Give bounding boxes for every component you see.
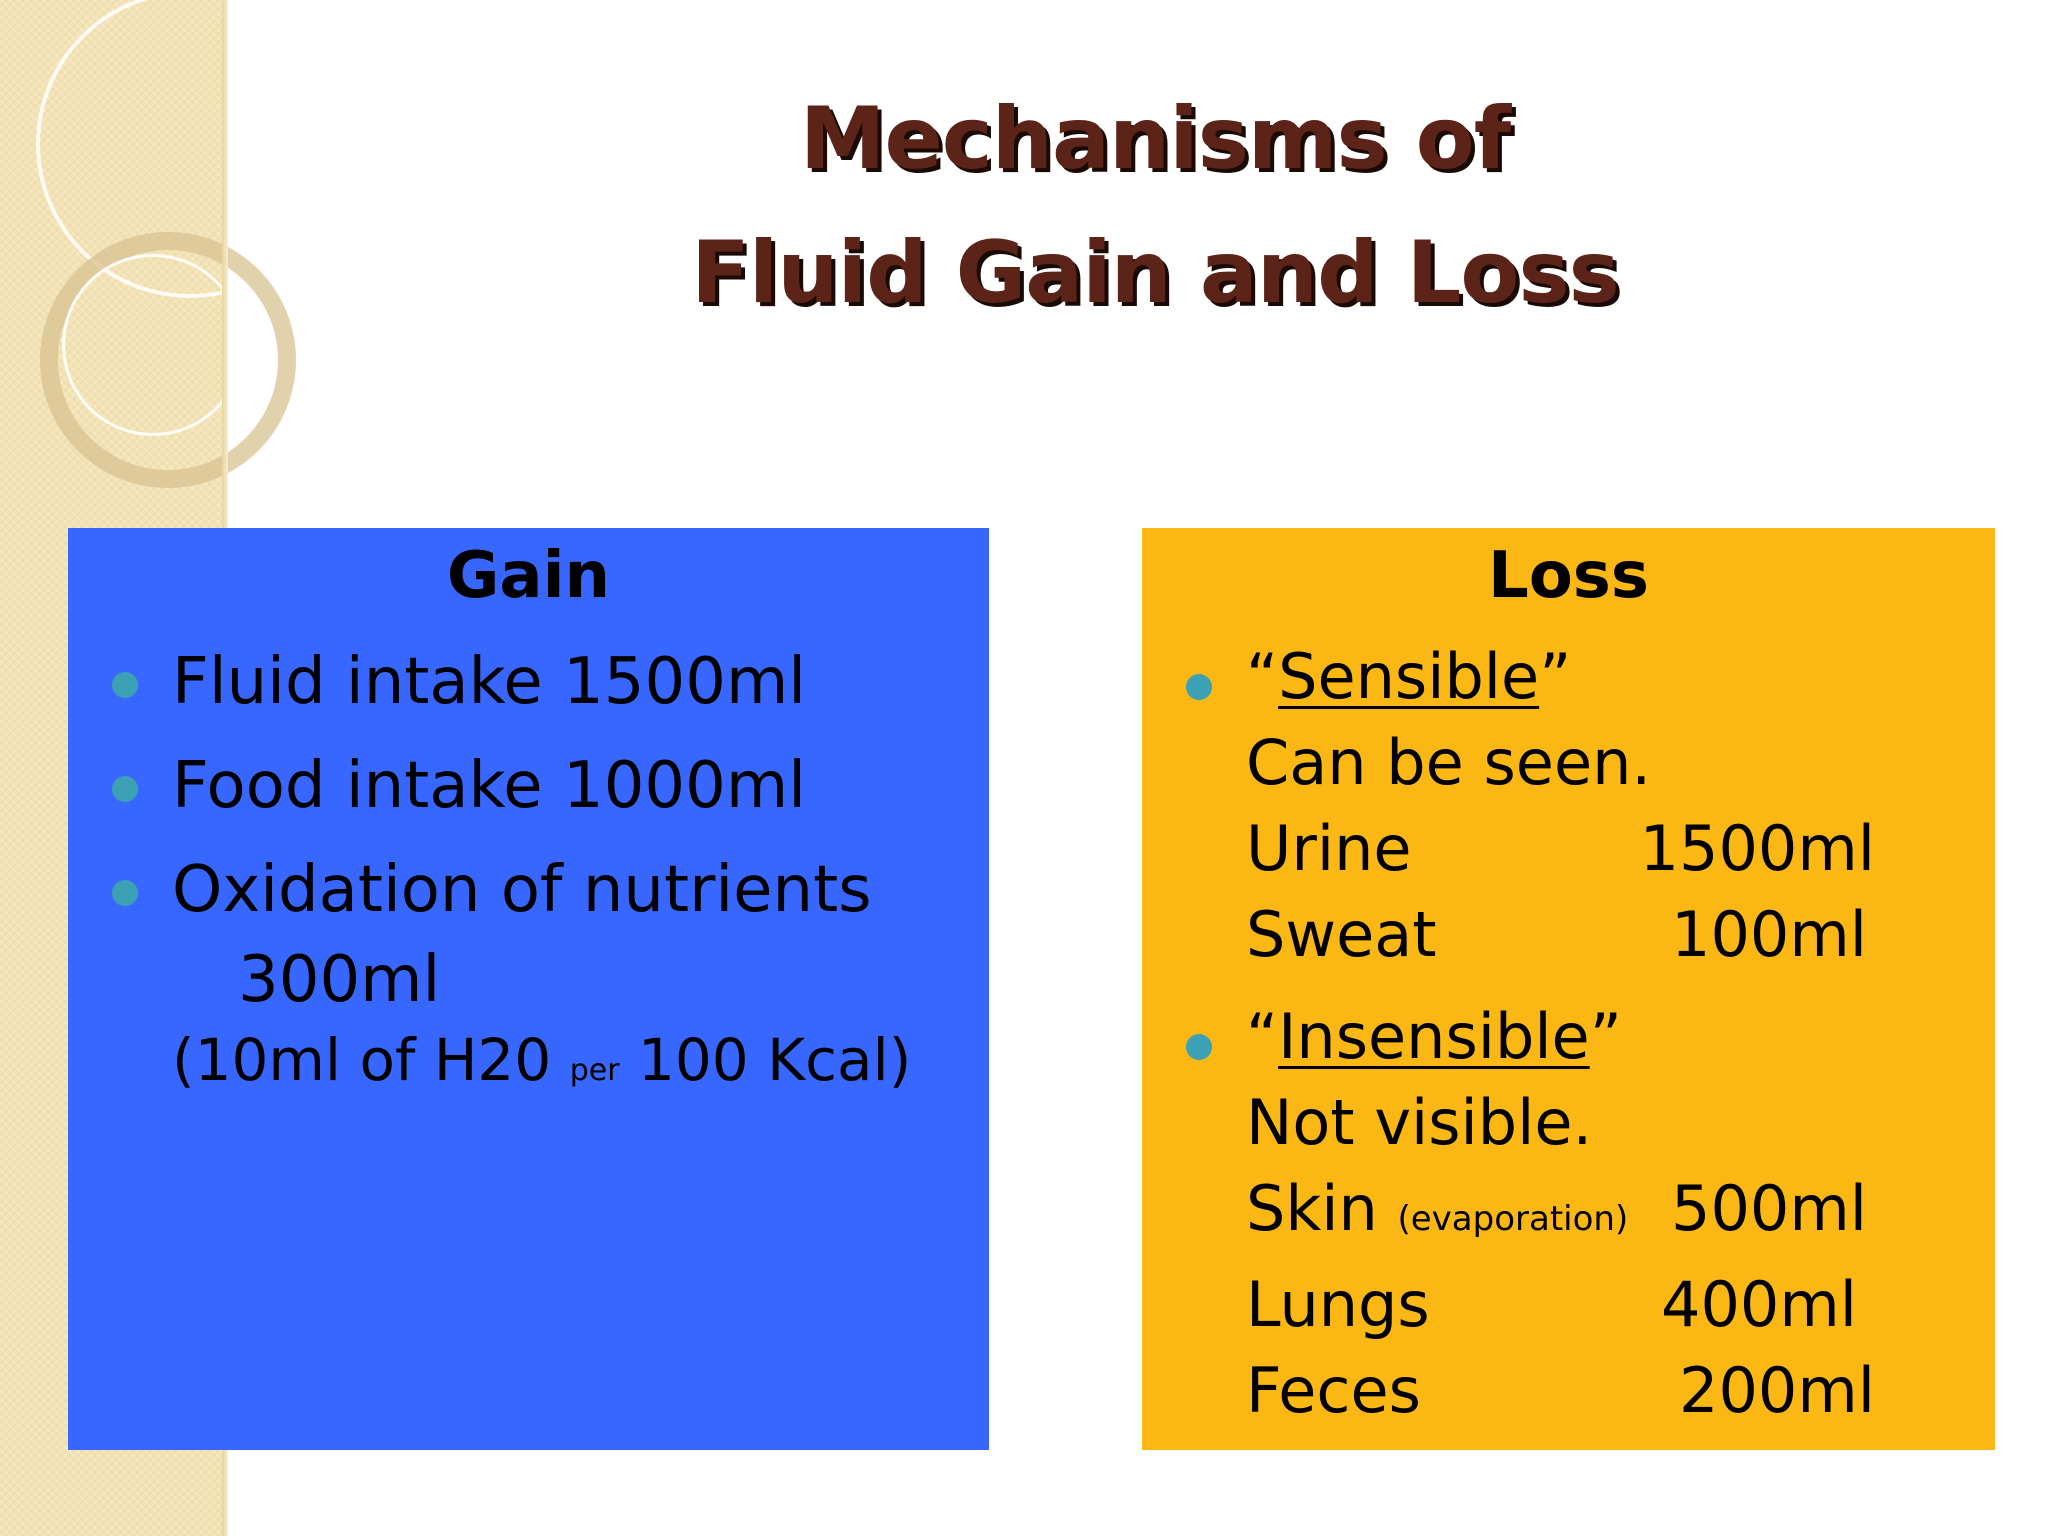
loss-heading: Loss [1488,539,1649,613]
gain-item-oxidation: Oxidation of nutrients 300ml (10ml of H2… [112,840,977,1111]
slide-title-line-1: Mechanisms of [799,89,1511,189]
note-start: (10ml of H20 [172,1026,552,1094]
gain-heading: Gain [446,539,611,613]
row-name: Feces [1246,1354,1421,1427]
row-detail: (evaporation) [1397,1199,1629,1239]
insensible-description: Not visible. [1246,1086,1593,1159]
gain-item-food: Food intake 1000ml [112,736,977,836]
loss-row-lungs: Lungs 400ml [1246,1262,1983,1348]
quote-open: “ [1246,640,1279,713]
loss-row-urine: Urine 1500ml [1246,806,1983,892]
insensible-label-line: “Insensible” [1246,994,1983,1080]
loss-item-insensible: “Insensible” Not visible. Skin (evaporat… [1186,994,1983,1434]
gain-item-text: Food intake 1000ml [172,749,806,823]
gain-item-text: Oxidation of nutrients [172,853,872,927]
insensible-label: Insensible [1278,1000,1590,1073]
quote-open: “ [1246,1000,1279,1073]
row-amount: 100ml [1671,898,1867,971]
sensible-label-line: “Sensible” [1246,634,1983,720]
bullet-icon [112,672,138,698]
row-name: Urine [1246,812,1412,885]
row-amount: 200ml [1679,1354,1875,1427]
decorative-ring [62,254,244,436]
row-amount: 1500ml [1639,812,1875,885]
bullet-icon [112,880,138,906]
row-name: Lungs [1246,1268,1430,1341]
quote-close: ” [1539,640,1572,713]
row-name: Skin [1246,1172,1378,1245]
bullet-icon [1186,674,1212,700]
quote-close: ” [1589,1000,1622,1073]
row-amount: 500ml [1671,1172,1867,1245]
loss-row-sweat: Sweat 100ml [1246,892,1983,978]
loss-row-skin: Skin (evaporation) 500ml [1246,1166,1983,1262]
loss-item-sensible: “Sensible” Can be seen. Urine 1500ml Swe… [1186,634,1983,978]
row-name: Sweat [1246,898,1437,971]
bullet-icon [112,776,138,802]
note-end: 100 Kcal) [637,1026,912,1094]
gain-item-fluid: Fluid intake 1500ml [112,632,977,732]
loss-panel: Loss “Sensible” Can be seen. Urine 1500m… [1142,528,1995,1450]
sensible-description: Can be seen. [1246,726,1652,799]
note-per: per [569,1053,620,1088]
slide-title-line-2: Fluid Gain and Loss [691,223,1620,323]
sensible-label: Sensible [1278,640,1540,713]
gain-item-amount: 300ml [238,943,441,1017]
gain-item-note: (10ml of H20 per 100 Kcal) [172,1020,977,1111]
gain-panel: Gain Fluid intake 1500ml Food intake 100… [68,528,989,1450]
row-amount: 400ml [1661,1268,1857,1341]
gain-item-text: Fluid intake 1500ml [172,645,807,719]
slide-title: Mechanisms of Fluid Gain and Loss [560,72,1750,340]
bullet-icon [1186,1034,1212,1060]
loss-row-feces: Feces 200ml [1246,1348,1983,1434]
